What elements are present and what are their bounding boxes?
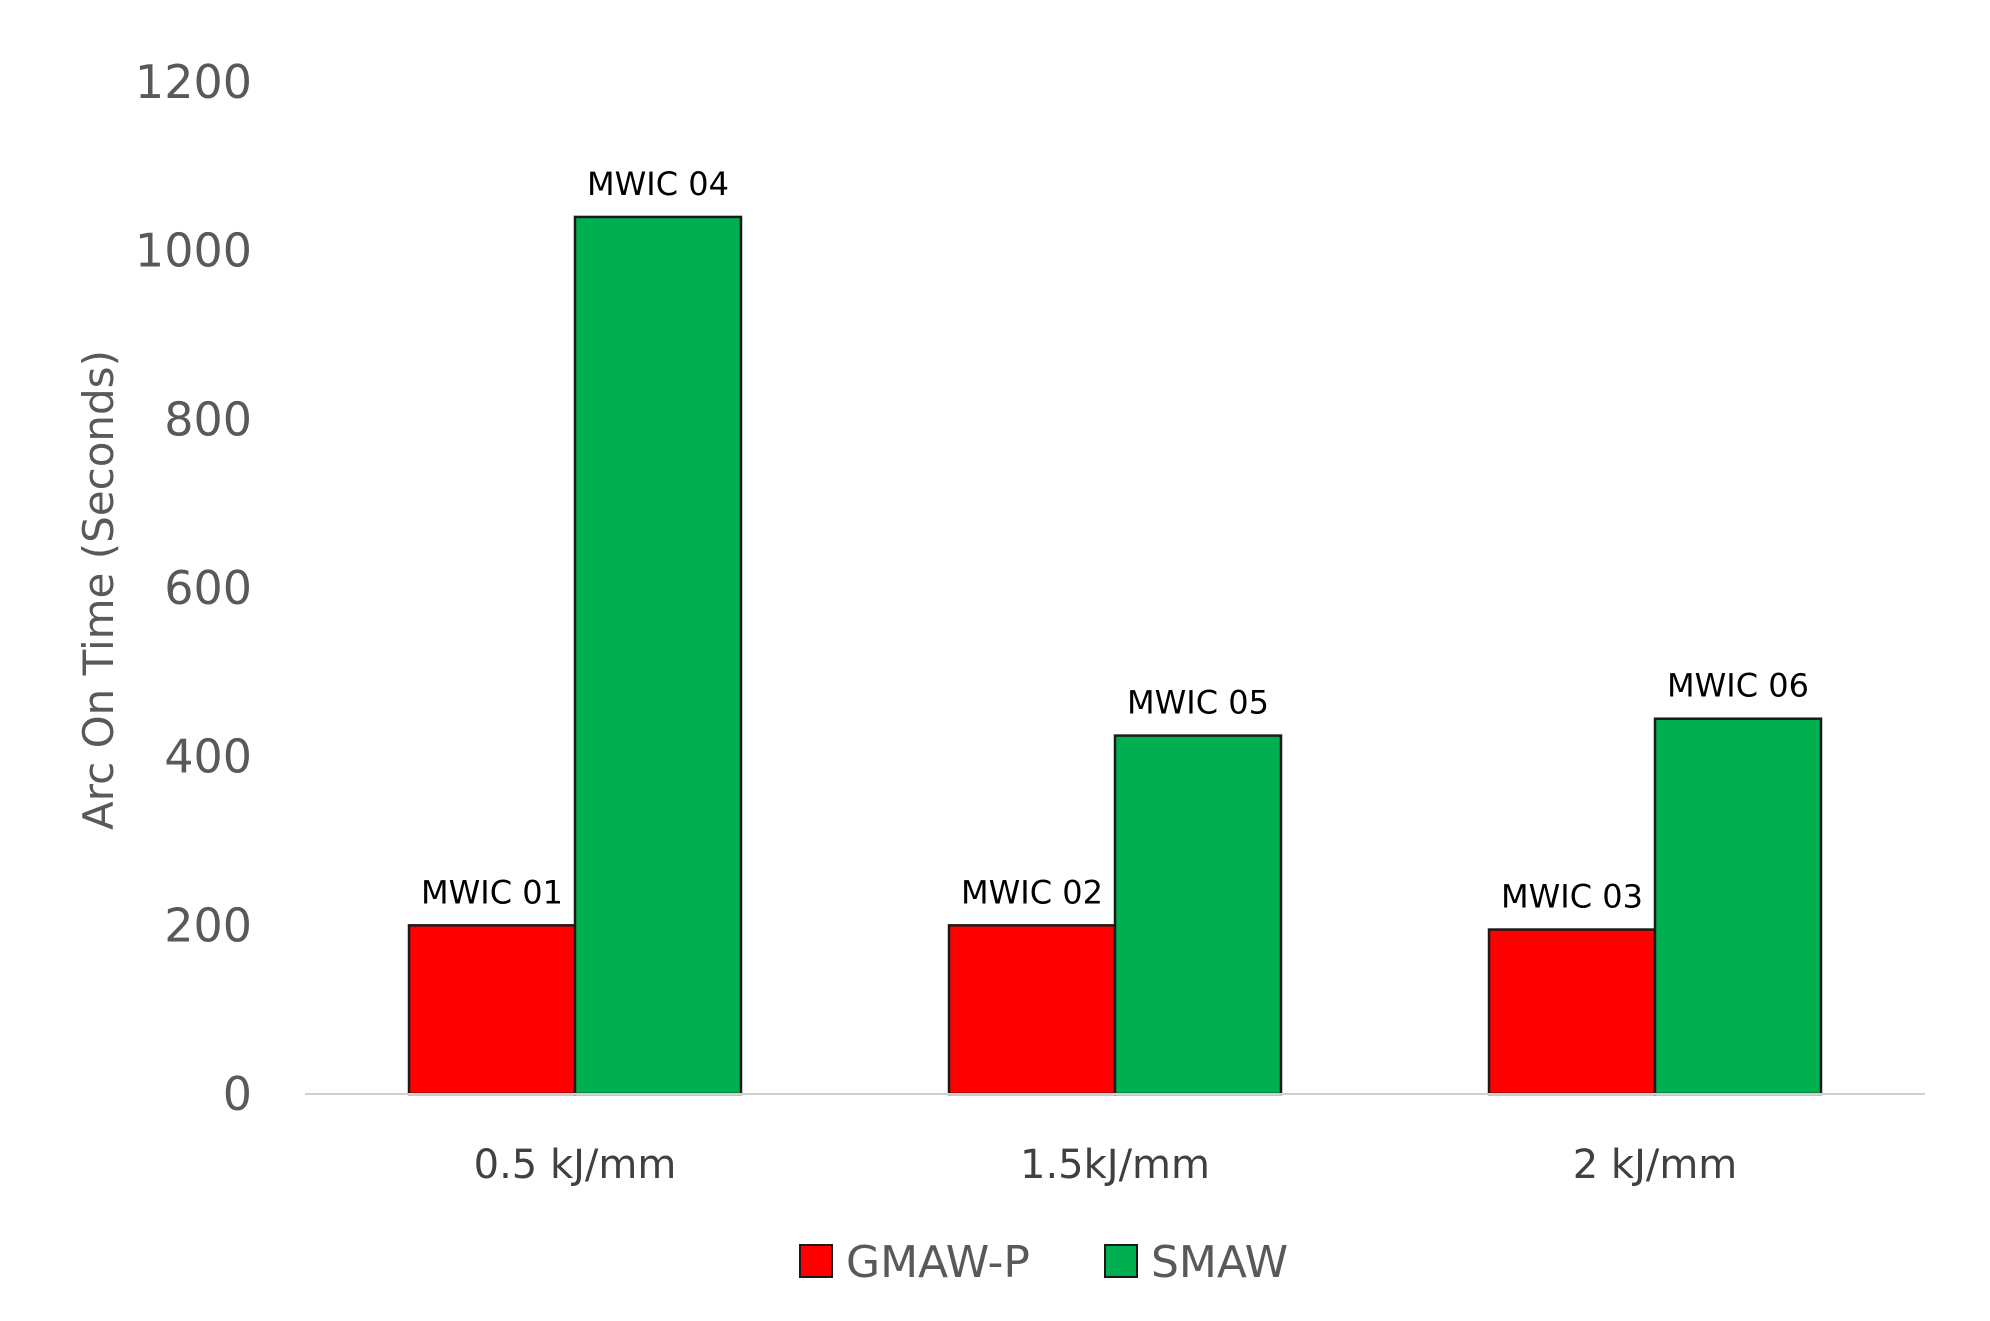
data-label: MWIC 02: [961, 873, 1103, 911]
data-label: MWIC 03: [1501, 878, 1643, 916]
x-category-label: 1.5kJ/mm: [1020, 1142, 1210, 1188]
x-category-label: 0.5 kJ/mm: [474, 1142, 677, 1188]
y-tick-label: 800: [164, 392, 252, 446]
bar-gmaw-p: [407, 924, 577, 1096]
y-axis-title: Arc On Time (Seconds): [74, 350, 123, 830]
y-tick-label: 600: [164, 561, 252, 615]
x-category-label: 2 kJ/mm: [1573, 1142, 1738, 1188]
legend-label: GMAW-P: [846, 1237, 1030, 1288]
y-tick-label: 200: [164, 898, 252, 952]
y-tick-label: 1200: [135, 55, 252, 109]
data-label: MWIC 06: [1667, 667, 1809, 705]
data-label: MWIC 05: [1127, 684, 1269, 722]
bar-gmaw-p: [1487, 928, 1657, 1096]
bar-gmaw-p: [947, 924, 1117, 1096]
bar-smaw: [1113, 734, 1283, 1096]
data-label: MWIC 01: [421, 873, 563, 911]
y-tick-label: 1000: [135, 224, 252, 278]
y-tick-label: 400: [164, 730, 252, 784]
bar-smaw: [1653, 717, 1823, 1096]
legend-label: SMAW: [1151, 1237, 1288, 1288]
bar-smaw: [573, 215, 743, 1096]
data-label: MWIC 04: [587, 165, 729, 203]
legend-swatch-gmaw-p: [799, 1244, 833, 1278]
y-tick-label: 0: [223, 1067, 252, 1121]
legend-swatch-smaw: [1104, 1244, 1138, 1278]
